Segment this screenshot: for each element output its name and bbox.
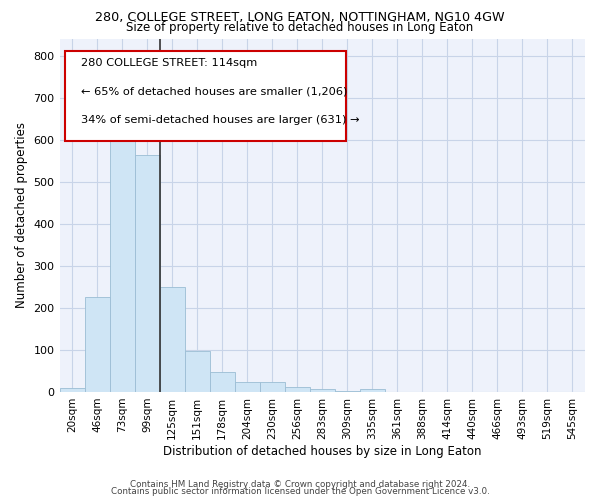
Bar [110,134,134,392]
Bar [85,298,110,392]
Text: 34% of semi-detached houses are larger (631) →: 34% of semi-detached houses are larger (… [80,115,359,125]
Bar [209,372,235,392]
Text: Contains public sector information licensed under the Open Government Licence v3: Contains public sector information licen… [110,488,490,496]
Bar [285,387,310,392]
Bar [59,388,85,392]
Text: 280, COLLEGE STREET, LONG EATON, NOTTINGHAM, NG10 4GW: 280, COLLEGE STREET, LONG EATON, NOTTING… [95,11,505,24]
Bar [310,390,335,392]
Text: 280 COLLEGE STREET: 114sqm: 280 COLLEGE STREET: 114sqm [80,58,257,68]
Bar [360,388,385,392]
Y-axis label: Number of detached properties: Number of detached properties [15,122,28,308]
Bar [335,390,360,392]
X-axis label: Distribution of detached houses by size in Long Eaton: Distribution of detached houses by size … [163,444,482,458]
Bar [134,154,160,392]
Bar [235,382,260,392]
FancyBboxPatch shape [65,52,346,142]
Bar [160,287,185,392]
Text: Size of property relative to detached houses in Long Eaton: Size of property relative to detached ho… [127,21,473,34]
Bar [185,351,209,392]
Bar [260,382,285,392]
Text: ← 65% of detached houses are smaller (1,206): ← 65% of detached houses are smaller (1,… [80,86,347,97]
Text: Contains HM Land Registry data © Crown copyright and database right 2024.: Contains HM Land Registry data © Crown c… [130,480,470,489]
